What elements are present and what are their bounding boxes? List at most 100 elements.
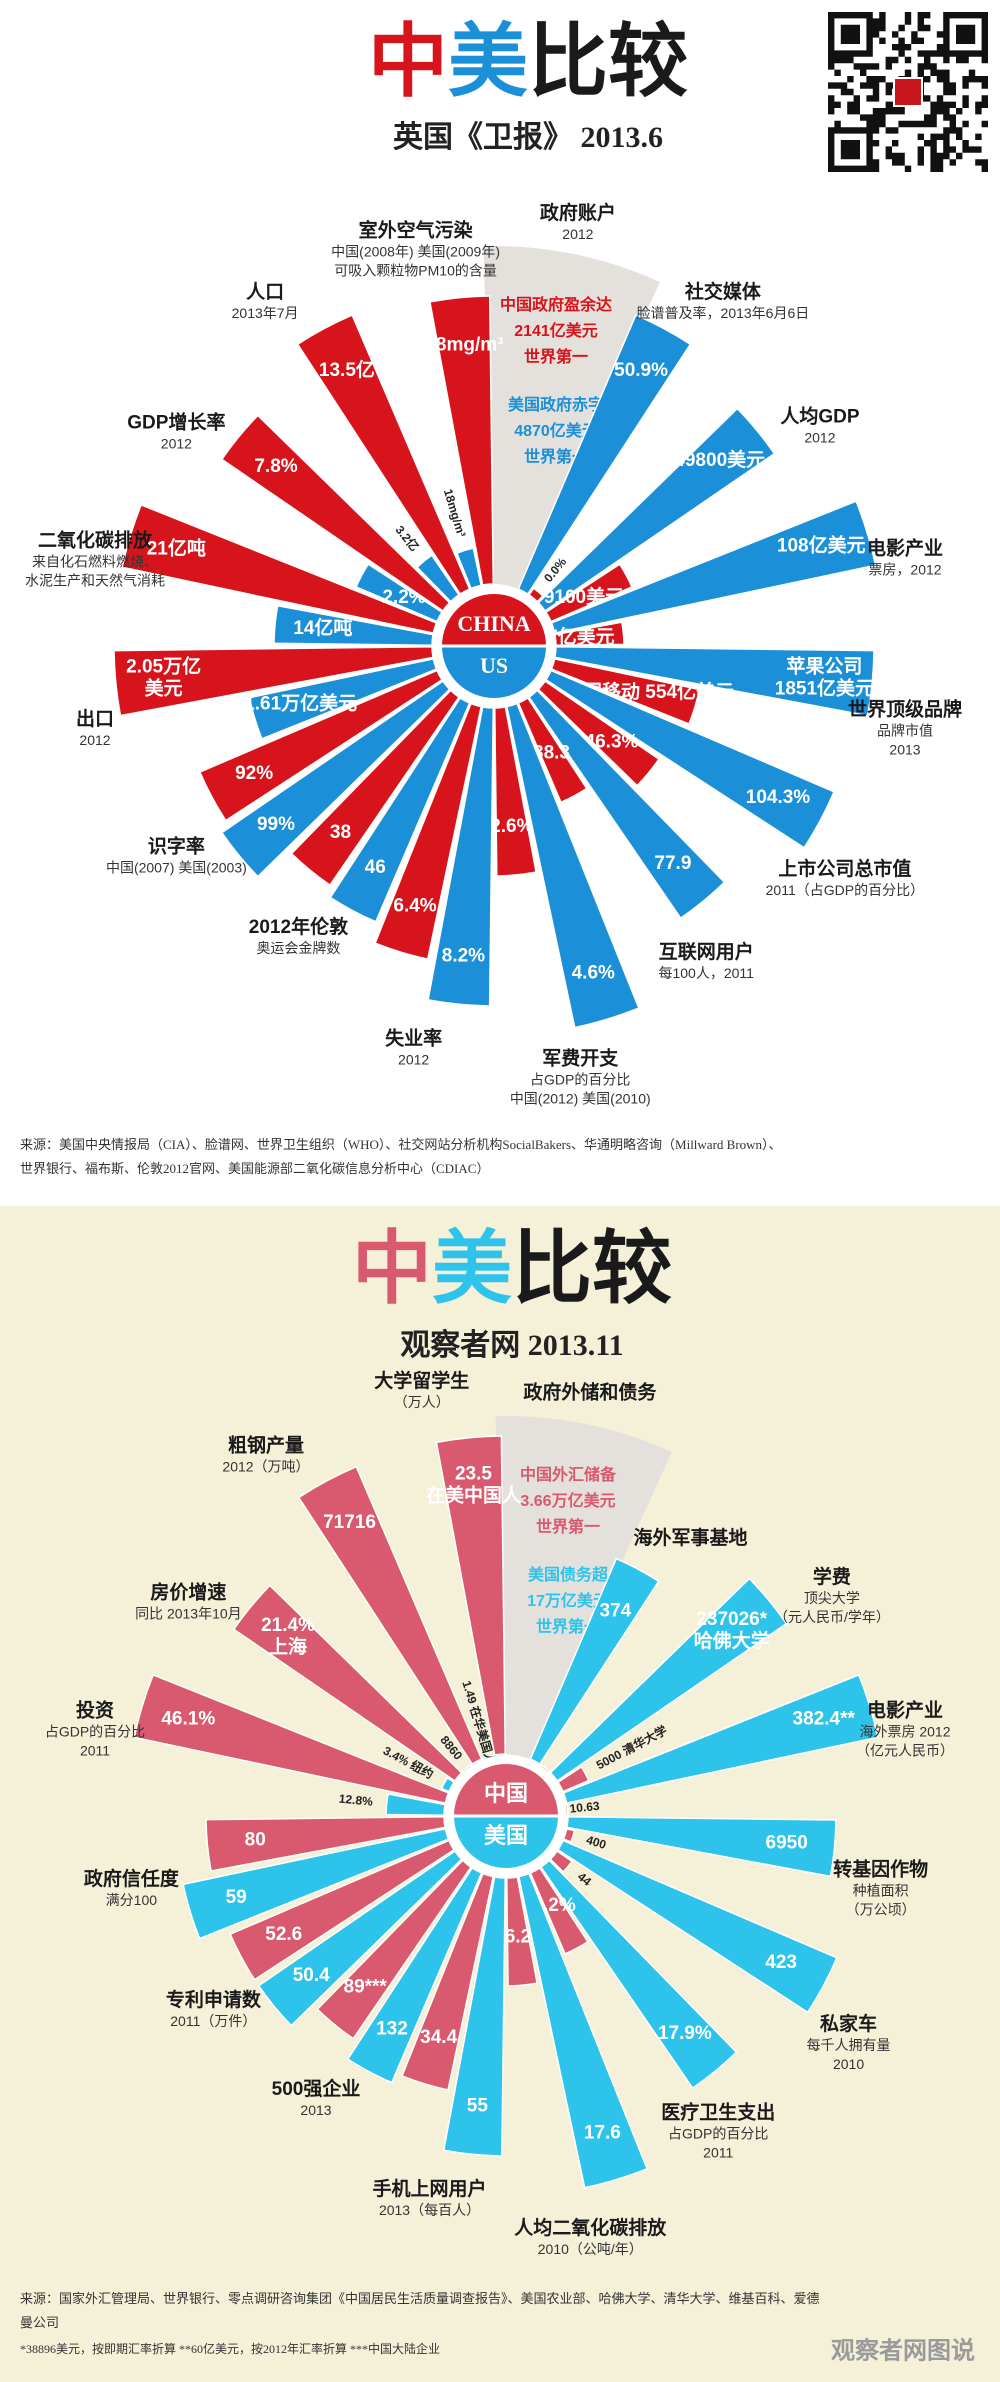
us-value: 6950 <box>766 1833 808 1854</box>
us-bar <box>455 547 483 590</box>
us-value-line: 99% <box>257 814 295 835</box>
section-sub-line: 占GDP的百分比 <box>530 1071 630 1087</box>
china-value-line: 27亿美元 <box>537 625 615 648</box>
note-china-line: 世界第一 <box>536 1517 600 1536</box>
section-sub-line: 2013（每百人） <box>379 2202 480 2218</box>
us-value: 132 <box>376 2018 408 2039</box>
china-value-line: 21.4% <box>261 1615 315 1636</box>
section-label: 电影产业 <box>867 1699 943 1722</box>
china-value: 23.5 在美中国人 <box>426 1464 522 1507</box>
section-label: 人口 <box>246 281 284 303</box>
title-part: 比较 <box>512 1224 672 1313</box>
us-value: 108亿美元 <box>777 534 866 557</box>
us-bar <box>550 500 877 635</box>
us-value-line: 1.61万亿美元 <box>244 692 357 715</box>
sources: 曼公司 <box>20 2315 59 2330</box>
us-value: 55 <box>467 2096 489 2117</box>
section-sub: 每100人，2011 <box>658 965 754 981</box>
center-us <box>442 646 546 698</box>
us-bar <box>566 1816 837 1878</box>
china-value-line: 34.4 <box>420 2027 457 2048</box>
china-bar <box>113 645 434 717</box>
section-sub-line: 2010（公吨/年） <box>538 2241 643 2257</box>
section-label: 二氧化碳排放 <box>38 529 153 552</box>
section-sub-line: （万公顷） <box>846 1901 916 1917</box>
section-label: 政府外储和债务 <box>523 1380 657 1403</box>
section-label: 私家车 <box>820 2012 877 2035</box>
us-value: 50.4 <box>293 1965 330 1986</box>
section-sub: 中国(2007) 美国(2003) <box>106 859 247 875</box>
footnote: *38896美元，按即期汇率折算 **60亿美元，按2012年汇率折算 ***中… <box>20 2341 440 2356</box>
us-bar <box>544 669 836 849</box>
section-label: 室外空气污染 <box>359 219 473 242</box>
us-value-line: 108亿美元 <box>777 534 866 557</box>
us-value-line: 14亿吨 <box>293 616 352 639</box>
section-label: 电影产业 <box>867 536 943 559</box>
china-bar <box>562 1827 576 1843</box>
section-sub: 2012 <box>562 225 593 241</box>
section-sub-line: 顶尖大学 <box>804 1590 860 1606</box>
section-sub-line: 2011（占GDP的百分比） <box>766 882 924 898</box>
center-us-label: 美国 <box>484 1823 528 1848</box>
china-value: 38 <box>330 822 351 843</box>
us-value-line: 237026* <box>696 1609 767 1630</box>
section-sub-line: 中国(2012) 美国(2010) <box>510 1090 651 1106</box>
section-sub-line: 品牌市值 <box>877 722 933 738</box>
us-bar <box>505 702 640 1029</box>
china-value-line: 7.8% <box>254 456 297 477</box>
section-sub: （万人） <box>394 1394 450 1410</box>
china-bar <box>220 414 451 612</box>
section-sub-line: 脸谱普及率，2013年6月6日 <box>637 305 810 321</box>
note-china: 中国政府盈余达 2141亿美元世界第一 <box>500 295 612 366</box>
section-label: 上市公司总市值 <box>778 857 911 880</box>
note-us-line: 世界第一 <box>524 447 588 466</box>
china-value: 2.6% <box>490 816 533 837</box>
title-part: 美 <box>432 1224 512 1313</box>
china-value: 6.2 <box>505 1926 531 1947</box>
us-value-line: 哈佛大学 <box>694 1629 770 1652</box>
china-value-line: 6.2 <box>505 1926 531 1947</box>
section-label: 人均GDP <box>780 405 860 428</box>
china-value-line: 92% <box>235 763 273 784</box>
china-bar <box>435 1435 507 1756</box>
china-value: 21.4%上海 <box>261 1615 315 1658</box>
us-bar <box>554 645 875 717</box>
section-sub-line: 2012 <box>804 429 835 445</box>
section-sub: 奥运会金牌数 <box>256 940 340 956</box>
section-label: 失业率 <box>385 1027 442 1050</box>
us-bar <box>517 314 692 596</box>
us-value: 59 <box>226 1887 247 1908</box>
us-value-line: 59 <box>226 1887 247 1908</box>
china-value: 21亿吨 <box>147 537 206 560</box>
section-label: 手机上网用户 <box>373 2177 487 2200</box>
china-value-line: 在美中国人 <box>426 1484 522 1507</box>
us-value: 8.2% <box>442 946 485 967</box>
us-value: 17.9% <box>658 2023 712 2044</box>
us-bar <box>556 1839 838 2014</box>
section-sub-line: 奥运会金牌数 <box>256 940 340 956</box>
section-sub-line: 2011（万件） <box>170 2013 256 2029</box>
note-china-line: 2141亿美元 <box>514 321 598 340</box>
brand: 观察者网图说 <box>831 2336 975 2364</box>
china-value-line: 46.1% <box>161 1709 215 1730</box>
us-value: 46 <box>365 857 386 878</box>
china-value: 52.6 <box>265 1924 302 1945</box>
us-value-line: 12.8% <box>338 1792 374 1809</box>
us-bar <box>385 1793 446 1816</box>
section-sub-line: 2013年7月 <box>232 305 299 321</box>
us-value: 1.61万亿美元 <box>244 692 357 715</box>
section-label: 社交媒体 <box>684 280 762 303</box>
china-value: 71716 <box>323 1512 376 1533</box>
center-china <box>454 1764 558 1816</box>
us-value-line: 49800美元 <box>674 448 765 471</box>
section-sub-line: 2012 <box>79 731 110 747</box>
us-bar <box>537 407 776 612</box>
china-value: 38.3 <box>533 743 570 764</box>
us-bar <box>528 689 726 920</box>
section-label: 粗钢产量 <box>228 1433 304 1456</box>
us-value: 17.6 <box>584 2123 621 2144</box>
us-value-line: 17.9% <box>658 2023 712 2044</box>
us-bar <box>517 1872 649 2189</box>
section-sub-line: 来自化石燃料燃烧、 <box>32 553 158 569</box>
